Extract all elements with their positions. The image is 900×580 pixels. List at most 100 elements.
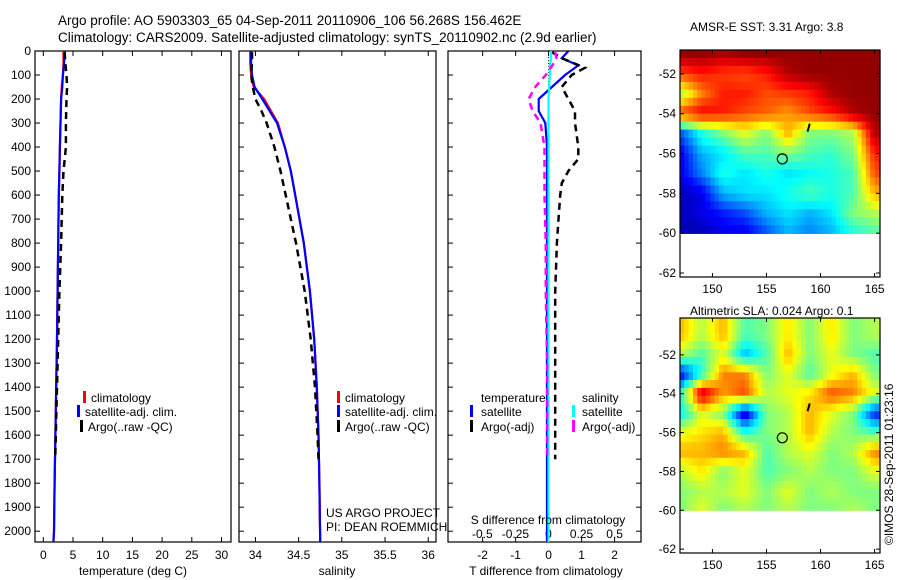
heatmap-cell xyxy=(744,177,750,186)
heatmap-cell xyxy=(736,225,742,234)
heatmap-cell xyxy=(753,153,759,163)
heatmap-cell xyxy=(796,121,802,131)
heatmap-cell xyxy=(835,169,841,179)
heatmap-cell xyxy=(827,403,832,412)
heatmap-cell xyxy=(727,488,733,498)
heatmap-cell xyxy=(822,50,828,59)
heatmap-cell xyxy=(831,97,837,107)
heatmap-cell xyxy=(853,97,858,107)
legend-label: satellite xyxy=(481,405,522,419)
heatmap-cell xyxy=(731,97,737,107)
heatmap-cell xyxy=(680,97,685,107)
heatmap-cell xyxy=(749,137,755,147)
heatmap-cell xyxy=(783,73,789,83)
y-tick-label: 1700 xyxy=(4,452,31,466)
heatmap-cell xyxy=(727,225,733,234)
heatmap-cell xyxy=(831,473,837,482)
heatmap-cell xyxy=(701,387,707,397)
heatmap-cell xyxy=(831,403,837,412)
heatmap-cell xyxy=(779,395,785,405)
heatmap-cell xyxy=(680,434,685,443)
heatmap-cell xyxy=(757,318,763,327)
heatmap-cell xyxy=(861,161,867,171)
heatmap-cell xyxy=(697,380,703,389)
heatmap-cell xyxy=(779,161,785,171)
heatmap-cell xyxy=(762,50,768,59)
heatmap-cell xyxy=(796,65,802,75)
heatmap-cell xyxy=(727,380,733,389)
heatmap-cell xyxy=(714,193,720,202)
heatmap-cell xyxy=(792,137,798,147)
heatmap-cell xyxy=(688,81,694,91)
heatmap-cell xyxy=(848,403,854,412)
heatmap-cell xyxy=(779,356,785,366)
heatmap-cell xyxy=(870,380,876,389)
heatmap-cell xyxy=(697,225,703,234)
heatmap-cell xyxy=(831,177,837,186)
heatmap-cell xyxy=(840,395,845,405)
heatmap-cell xyxy=(762,426,768,436)
heatmap-cell xyxy=(697,209,703,218)
heatmap-cell xyxy=(684,419,690,428)
heatmap-cell xyxy=(809,496,815,506)
heatmap-cell xyxy=(770,193,776,202)
heatmap-cell xyxy=(870,434,876,443)
y-tick-label: 900 xyxy=(11,260,31,274)
heatmap-cell xyxy=(701,50,707,59)
heatmap-cell xyxy=(857,496,863,506)
heatmap-cell xyxy=(809,333,815,342)
heatmap-cell xyxy=(835,356,841,366)
heatmap-cell xyxy=(870,318,876,327)
heatmap-cell xyxy=(693,442,698,451)
heatmap-cell xyxy=(857,395,863,405)
heatmap-cell xyxy=(831,73,837,83)
heatmap-cell xyxy=(835,209,841,218)
heatmap-cell xyxy=(710,496,716,506)
heatmap-cell xyxy=(705,504,711,511)
heatmap-cell xyxy=(844,349,850,358)
heatmap-cell xyxy=(792,81,798,91)
heatmap-cell xyxy=(796,113,802,123)
heatmap-cell xyxy=(779,177,785,186)
heatmap-cell xyxy=(705,58,711,67)
heatmap-cell xyxy=(680,209,685,218)
heatmap-cell xyxy=(844,341,850,350)
heatmap-cell xyxy=(710,209,716,218)
heatmap-cell xyxy=(796,105,802,115)
heatmap-cell xyxy=(853,161,858,171)
heatmap-cell xyxy=(861,169,867,179)
heatmap-cell xyxy=(861,325,867,335)
heatmap-cell xyxy=(805,201,811,210)
heatmap-cell xyxy=(775,450,780,459)
heatmap-cell xyxy=(710,121,716,131)
heatmap-cell xyxy=(736,201,742,210)
heatmap-cell xyxy=(801,129,806,139)
heatmap-cell xyxy=(736,488,742,498)
heatmap-cell xyxy=(822,364,828,373)
heatmap-cell xyxy=(840,450,845,459)
heatmap-cell xyxy=(788,403,793,412)
heatmap-cell xyxy=(705,419,711,428)
heatmap-cell xyxy=(874,73,880,83)
heatmap-cell xyxy=(779,504,785,511)
heatmap-cell xyxy=(801,121,806,131)
heatmap-cell xyxy=(766,73,772,83)
heatmap-cell xyxy=(809,457,815,467)
heatmap-cell xyxy=(783,89,789,99)
heatmap-cell xyxy=(753,318,759,327)
float-position-marker xyxy=(776,432,788,444)
heatmap-cell xyxy=(757,105,763,115)
heatmap-cell xyxy=(844,169,850,179)
heatmap-cell xyxy=(740,473,746,482)
heatmap-cell xyxy=(831,442,837,451)
heatmap-cell xyxy=(865,201,871,210)
heatmap-cell xyxy=(801,465,806,474)
heatmap-cell xyxy=(697,153,703,163)
lat-tick-label: -52 xyxy=(659,348,677,362)
heatmap-cell xyxy=(796,209,802,218)
heatmap-cell xyxy=(749,209,755,218)
heatmap-cell xyxy=(848,419,854,428)
heatmap-cell xyxy=(680,161,685,171)
heatmap-cell xyxy=(861,105,867,115)
heatmap-cell xyxy=(762,73,768,83)
